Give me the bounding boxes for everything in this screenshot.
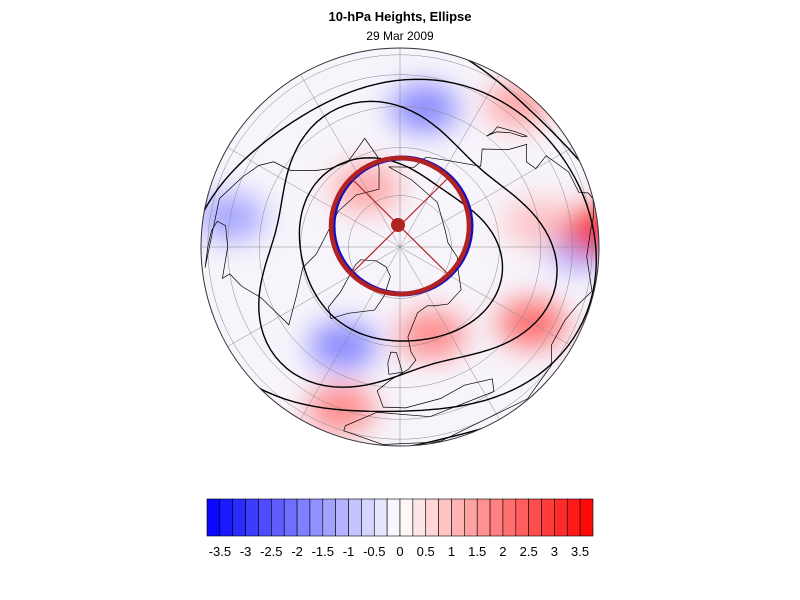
colorbar-box xyxy=(489,498,504,537)
colorbar-tick-label: -1.5 xyxy=(312,544,334,559)
coastline xyxy=(328,259,391,320)
colorbar-box xyxy=(566,498,581,537)
vortex-centroid xyxy=(391,218,405,232)
coastline xyxy=(343,143,594,445)
height-contour xyxy=(298,157,504,342)
colorbar-tick-label: -2.5 xyxy=(260,544,282,559)
colorbar-box xyxy=(579,498,594,537)
colorbar-tick-label: -3.5 xyxy=(209,544,231,559)
anomaly-region-warm xyxy=(397,310,466,359)
colorbar-tick-label: 3.5 xyxy=(571,544,589,559)
colorbar-box xyxy=(373,498,388,537)
colorbar-box xyxy=(361,498,375,537)
colorbar-tick-label: 0 xyxy=(396,544,403,559)
colorbar-box xyxy=(451,498,465,537)
colorbar-box xyxy=(271,498,285,537)
height-contour xyxy=(258,100,558,388)
colorbar-box xyxy=(258,498,272,537)
colorbar-tick-label: 1 xyxy=(448,544,455,559)
colorbar-tick-label: -3 xyxy=(240,544,252,559)
map-date: 29 Mar 2009 xyxy=(366,29,434,43)
colorbar-box xyxy=(322,498,336,537)
colorbar-box xyxy=(502,498,517,537)
colorbar-box xyxy=(296,498,311,537)
colorbar-box xyxy=(541,498,555,537)
colorbar-box xyxy=(309,498,324,537)
meridian-line xyxy=(300,246,401,420)
colorbar-tick-label: -0.5 xyxy=(363,544,385,559)
colorbar-tick-label: -2 xyxy=(291,544,303,559)
coastline xyxy=(387,351,403,375)
colorbar-box xyxy=(399,498,414,537)
colorbar-box xyxy=(206,498,221,537)
coastline xyxy=(486,126,528,137)
colorbar-box xyxy=(386,498,401,537)
meridian-line xyxy=(399,147,573,248)
colorbar-box xyxy=(515,498,529,537)
coastlines xyxy=(204,126,594,445)
colorbar-tick-label: 3 xyxy=(551,544,558,559)
colorbar-box xyxy=(245,498,259,537)
anomaly-region-warm xyxy=(563,205,599,254)
meridian-line xyxy=(399,246,573,347)
colorbar-box xyxy=(476,498,491,537)
colorbar-box xyxy=(232,498,246,537)
colorbar-box xyxy=(528,498,542,537)
ellipse-outline xyxy=(328,155,472,297)
colorbar-box xyxy=(438,498,452,537)
colorbar-box xyxy=(335,498,349,537)
colorbar-tick-label: -1 xyxy=(343,544,355,559)
colorbar-box xyxy=(219,498,234,537)
colorbar-labels: -3.5 -3 -2.5 -2 -1.5 -1 -0.5 0 0.5 1 1.5 2 2.5 3 3.5 xyxy=(209,544,589,559)
colorbar-tick-label: 2.5 xyxy=(520,544,538,559)
meridian-line xyxy=(227,246,401,347)
colorbar-box xyxy=(412,498,427,537)
colorbar-tick-label: 2 xyxy=(499,544,506,559)
map-border xyxy=(200,47,600,447)
map-title: 10-hPa Heights, Ellipse xyxy=(328,9,472,24)
colorbar-box xyxy=(464,498,478,537)
vortex-ellipse xyxy=(328,155,474,297)
colorbar-box xyxy=(283,498,298,537)
colorbar-box xyxy=(425,498,439,537)
meridian-line xyxy=(227,147,401,248)
coastline xyxy=(204,137,380,326)
colorbar-tick-label: 0.5 xyxy=(417,544,435,559)
colorbar-box xyxy=(348,498,362,537)
height-contour xyxy=(201,78,598,413)
colorbar-box xyxy=(554,498,568,537)
colorbar-boxes xyxy=(206,498,594,537)
colorbar-tick-label: 1.5 xyxy=(468,544,486,559)
